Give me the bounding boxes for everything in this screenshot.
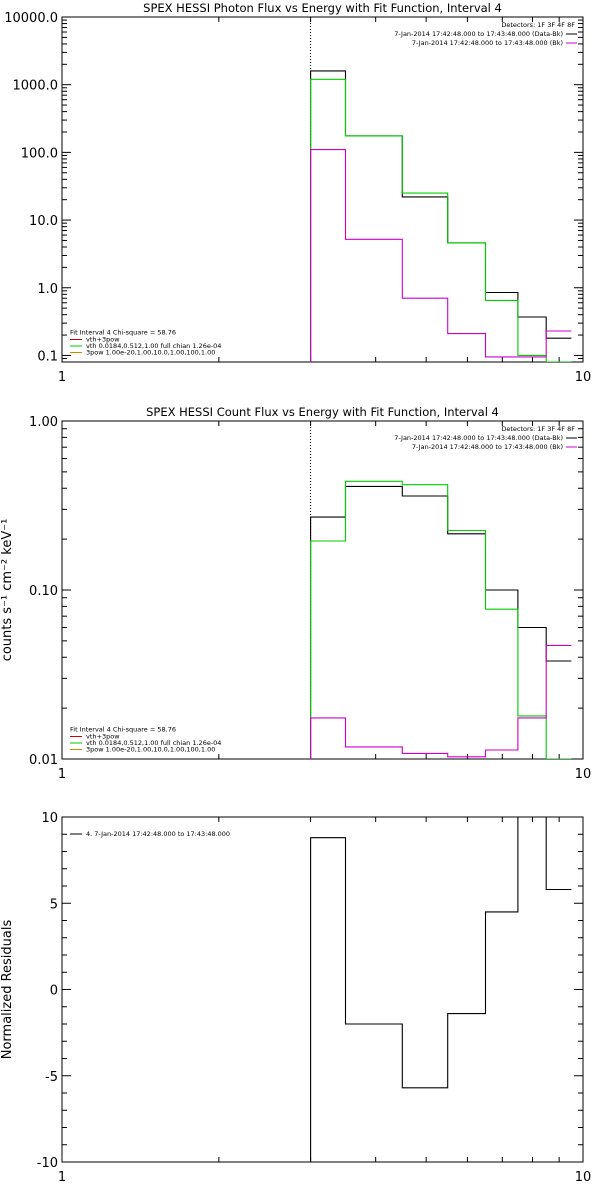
legend-header: Detectors: 1F 3F 4F 8F xyxy=(501,425,575,433)
y-tick-label: 0 xyxy=(50,984,58,999)
legend-entry: vth+3pow xyxy=(86,336,120,344)
y-tick-label: 0.01 xyxy=(29,753,58,768)
legend-entry: 7-Jan-2014 17:42:48.000 to 17:43:48.000 … xyxy=(412,39,563,47)
y-tick-label: 10.0 xyxy=(29,214,58,229)
legend-top-right: Detectors: 1F 3F 4F 8F7-Jan-2014 17:42:4… xyxy=(394,21,577,47)
series-line-magenta-2 xyxy=(310,149,572,362)
y-axis-label: counts s⁻¹ cm⁻² keV⁻¹ xyxy=(0,519,15,662)
plot-area xyxy=(310,817,572,1162)
legend-entry: 7-Jan-2014 17:42:48.000 to 17:43:48.000 … xyxy=(394,30,563,38)
y-tick-label: 5 xyxy=(50,897,58,912)
legend-bottom-left: Fit Interval 4 Chi-square = 58.76vth+3po… xyxy=(70,329,221,357)
y-tick-label: 1.0 xyxy=(37,282,58,297)
x-tick-label: 1 xyxy=(58,370,66,385)
y-tick-label: -5 xyxy=(45,1070,58,1085)
count-flux-panel: SPEX HESSI Count Flux vs Energy with Fit… xyxy=(0,405,591,782)
y-tick-label: 1.00 xyxy=(29,415,58,430)
legend-header: Fit Interval 4 Chi-square = 58.76 xyxy=(70,726,176,734)
legend-top-left: 4. 7-Jan-2014 17:42:48.000 to 17:43:48.0… xyxy=(70,830,230,838)
x-tick-label: 1 xyxy=(58,1170,66,1185)
legend-top-right: Detectors: 1F 3F 4F 8F7-Jan-2014 17:42:4… xyxy=(394,425,577,451)
series-line-black-0 xyxy=(310,70,572,362)
legend-header: Detectors: 1F 3F 4F 8F xyxy=(501,21,575,29)
photon-flux-panel: SPEX HESSI Photon Flux vs Energy with Fi… xyxy=(4,1,591,385)
legend-entry: 3pow 1.00e-20,1.00,10.0,1.00,100,1.00 xyxy=(86,746,215,754)
y-tick-label: 0.10 xyxy=(29,584,58,599)
legend-entry: 4. 7-Jan-2014 17:42:48.000 to 17:43:48.0… xyxy=(86,830,230,838)
series-line-green-1 xyxy=(310,480,572,759)
x-tick-label: 10 xyxy=(575,767,592,782)
y-tick-label: 1000.0 xyxy=(13,79,59,94)
legend-entry: vth+3pow xyxy=(86,733,120,741)
series-line-green-1 xyxy=(310,78,572,362)
y-tick-label: 0.1 xyxy=(37,349,58,364)
legend-entry: 7-Jan-2014 17:42:48.000 to 17:43:48.000 … xyxy=(394,434,563,442)
y-axis-label: Normalized Residuals xyxy=(0,920,15,1060)
x-tick-label: 10 xyxy=(575,1170,592,1185)
series-line-magenta-2 xyxy=(310,644,572,759)
plot-frame xyxy=(61,816,584,1163)
legend-entry: 7-Jan-2014 17:42:48.000 to 17:43:48.000 … xyxy=(412,443,563,451)
x-tick-label: 10 xyxy=(575,370,592,385)
chart-title: SPEX HESSI Count Flux vs Energy with Fit… xyxy=(146,405,499,419)
legend-entry: 3pow 1.00e-20,1.00,10.0,1.00,100,1.00 xyxy=(86,349,215,357)
residuals-panel: 1 10 -10 -5 0 5 10 Normalized Residuals 4. 7-Jan… xyxy=(0,811,591,1185)
plot-area xyxy=(310,70,572,362)
legend-header: Fit Interval 4 Chi-square = 58.76 xyxy=(70,329,176,337)
y-tick-label: 10000.0 xyxy=(4,11,58,26)
y-tick-label: 100.0 xyxy=(21,146,58,161)
chart-title: SPEX HESSI Photon Flux vs Energy with Fi… xyxy=(143,1,502,15)
legend-bottom-left: Fit Interval 4 Chi-square = 58.76vth+3po… xyxy=(70,726,221,754)
legend-entry: vth 0.0184,0.512,1.00 full chian 1.26e-0… xyxy=(86,739,221,747)
plot-frame xyxy=(61,16,584,363)
plot-area xyxy=(310,480,572,759)
series-line-black-0 xyxy=(310,817,572,1162)
y-tick-label: 10 xyxy=(41,811,58,826)
y-tick-label: -10 xyxy=(37,1156,58,1171)
x-tick-label: 1 xyxy=(58,767,66,782)
legend-entry: vth 0.0184,0.512,1.00 full chian 1.26e-0… xyxy=(86,342,221,350)
